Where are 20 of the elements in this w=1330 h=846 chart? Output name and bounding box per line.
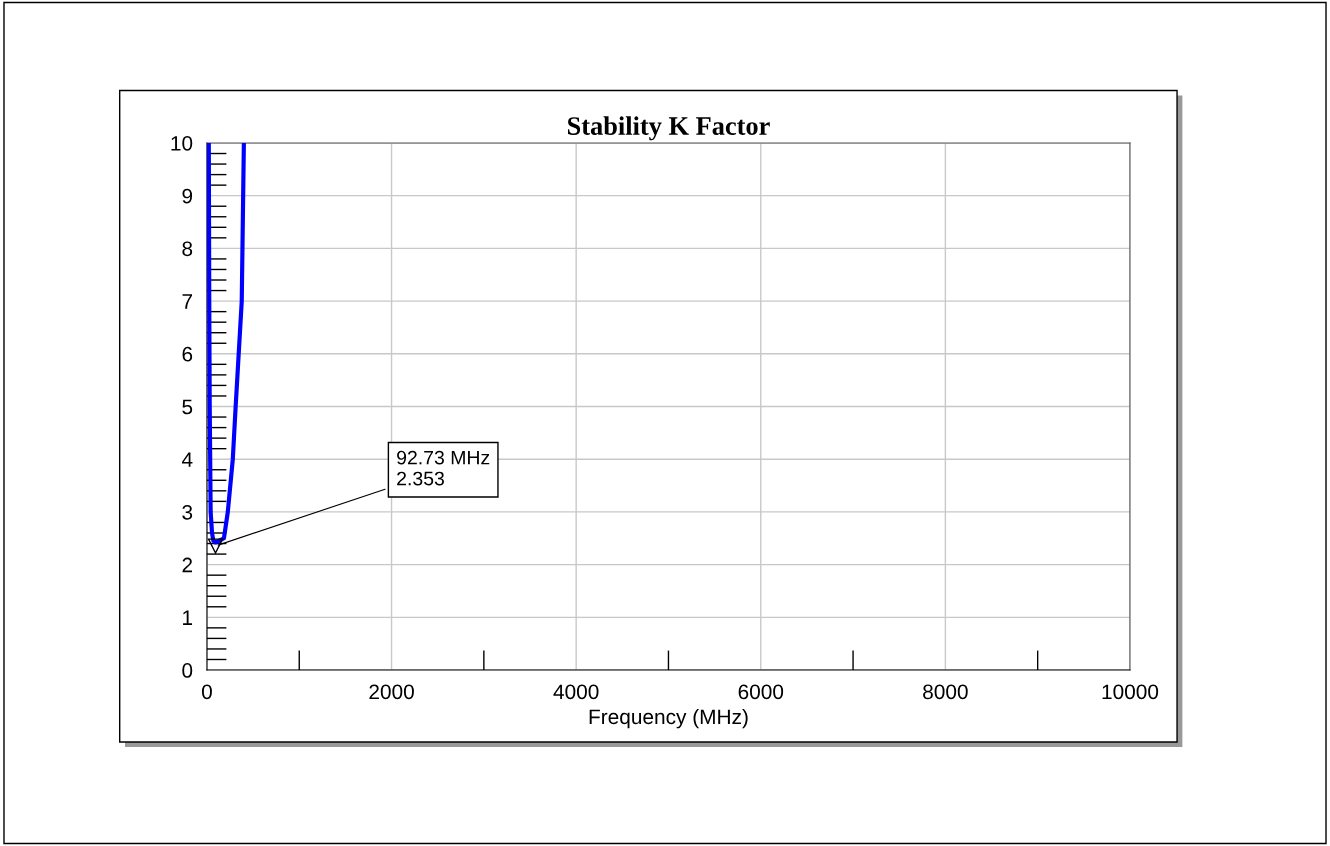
y-tick-label: 4 bbox=[181, 452, 193, 467]
y-tick-label: 6 bbox=[182, 346, 193, 362]
y-tick-label: 2 bbox=[182, 557, 193, 573]
x-tick-label: 4000 bbox=[553, 684, 599, 700]
x-tick-label: 6000 bbox=[738, 684, 784, 700]
annotation: 92.73 MHz 2.353 bbox=[397, 450, 490, 486]
chart-title: Stability K Factor bbox=[567, 116, 770, 141]
x-tick-label: 2000 bbox=[369, 684, 414, 700]
y-tick-label: 5 bbox=[182, 399, 193, 415]
y-tick-label: 3 bbox=[182, 504, 193, 520]
y-tick-label: 8 bbox=[182, 241, 193, 257]
y-tick-label: 9 bbox=[182, 188, 193, 204]
x-tick-label: 0 bbox=[201, 684, 212, 700]
y-tick-label: 1 bbox=[183, 610, 193, 625]
x-tick-label: 8000 bbox=[923, 684, 968, 700]
y-tick-label: 0 bbox=[182, 663, 193, 678]
x-tick-label: 10000 bbox=[1102, 684, 1159, 700]
y-tick-label: 7 bbox=[182, 294, 193, 309]
x-axis-title: Frequency (MHz) bbox=[589, 708, 748, 729]
y-tick-label: 10 bbox=[171, 135, 193, 151]
